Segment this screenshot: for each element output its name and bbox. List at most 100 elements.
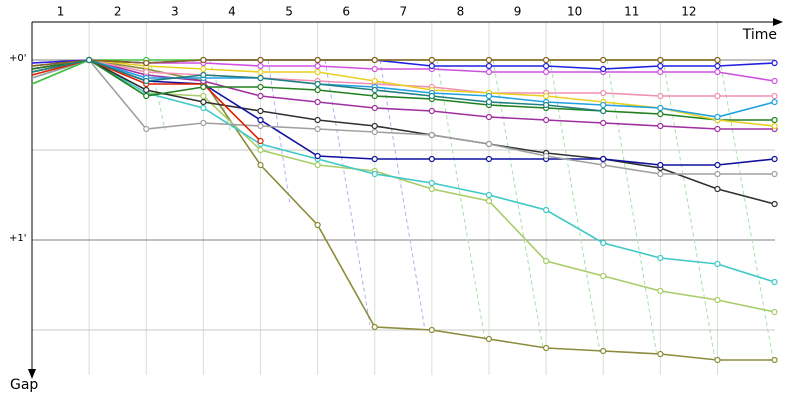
data-point	[600, 56, 607, 64]
series-line	[31, 59, 775, 121]
series-line	[31, 59, 775, 313]
series-line	[31, 59, 775, 283]
data-point	[371, 155, 378, 163]
data-point	[657, 170, 664, 178]
data-point	[542, 101, 550, 109]
series-line	[31, 59, 775, 118]
data-point	[771, 122, 778, 130]
data-point	[714, 68, 721, 76]
data-point	[600, 101, 607, 109]
data-point	[314, 56, 321, 64]
data-point	[314, 86, 321, 94]
x-tick-label: 4	[228, 5, 236, 19]
data-point	[314, 62, 321, 70]
data-point	[371, 104, 378, 112]
data-point	[257, 122, 264, 130]
data-point	[485, 68, 493, 76]
data-point	[771, 308, 778, 316]
data-point	[657, 254, 664, 262]
data-point	[771, 356, 778, 364]
x-tick-label: 5	[285, 5, 293, 19]
data-point	[428, 185, 435, 193]
data-point	[485, 92, 493, 100]
data-point	[600, 65, 607, 73]
data-point	[200, 65, 207, 73]
data-point	[542, 68, 550, 76]
x-tick-label: 2	[114, 5, 122, 19]
data-point	[485, 197, 493, 205]
data-point	[257, 161, 264, 169]
data-point	[485, 191, 493, 199]
data-point	[771, 98, 778, 106]
x-tick-label: 1	[57, 5, 65, 19]
data-point	[428, 107, 435, 115]
data-point	[657, 62, 664, 70]
data-point	[200, 119, 207, 127]
x-tick-label: 3	[171, 5, 179, 19]
plot: 1 2 3 4 5 6 7 8 9 10 11 12+0'+1'	[9, 5, 778, 364]
data-point	[542, 116, 550, 124]
data-point	[143, 68, 150, 76]
data-point	[600, 272, 607, 280]
data-point	[714, 125, 721, 133]
data-point	[314, 161, 321, 169]
data-point	[542, 257, 550, 265]
x-tick-label: 7	[399, 5, 407, 19]
data-point	[485, 140, 493, 148]
data-point	[143, 59, 150, 67]
data-point	[257, 137, 264, 145]
data-point	[714, 161, 721, 169]
data-point	[485, 155, 493, 163]
data-point	[143, 125, 150, 133]
data-point	[428, 326, 435, 334]
data-point	[371, 56, 378, 64]
data-point	[314, 68, 321, 76]
data-point	[714, 185, 721, 193]
data-point	[542, 92, 550, 100]
data-point	[771, 59, 778, 67]
data-point	[657, 56, 664, 64]
data-point	[657, 161, 664, 169]
data-point	[485, 62, 493, 70]
data-point	[485, 98, 493, 106]
data-point	[200, 83, 207, 91]
data-point	[771, 92, 778, 100]
x-tick-label: 6	[342, 5, 350, 19]
data-point	[542, 62, 550, 70]
data-point	[257, 116, 264, 124]
y-axis-label: Gap	[10, 377, 38, 393]
y-tick-label: +1'	[9, 233, 27, 244]
data-point	[600, 161, 607, 169]
data-point	[657, 350, 664, 358]
data-point	[143, 92, 150, 100]
data-point	[371, 122, 378, 130]
x-tick-label: 9	[514, 5, 522, 19]
data-point	[657, 287, 664, 295]
data-point	[771, 77, 778, 85]
data-point	[257, 107, 264, 115]
data-point	[257, 68, 264, 76]
data-point	[771, 116, 778, 124]
series-line	[31, 59, 775, 130]
data-point	[600, 347, 607, 355]
data-point	[542, 56, 550, 64]
series-line	[31, 59, 775, 205]
data-point	[657, 110, 664, 118]
data-point	[714, 356, 721, 364]
data-point	[314, 98, 321, 106]
x-tick-label: 10	[567, 5, 582, 19]
data-point	[600, 107, 607, 115]
data-point	[428, 92, 435, 100]
data-point	[485, 113, 493, 121]
data-point	[714, 56, 721, 64]
data-point	[257, 92, 264, 100]
data-point	[771, 170, 778, 178]
data-point	[771, 200, 778, 208]
data-point	[314, 125, 321, 133]
data-point	[371, 170, 378, 178]
data-point	[771, 155, 778, 163]
data-point	[542, 152, 550, 160]
data-point	[657, 92, 664, 100]
series-line	[31, 59, 775, 175]
